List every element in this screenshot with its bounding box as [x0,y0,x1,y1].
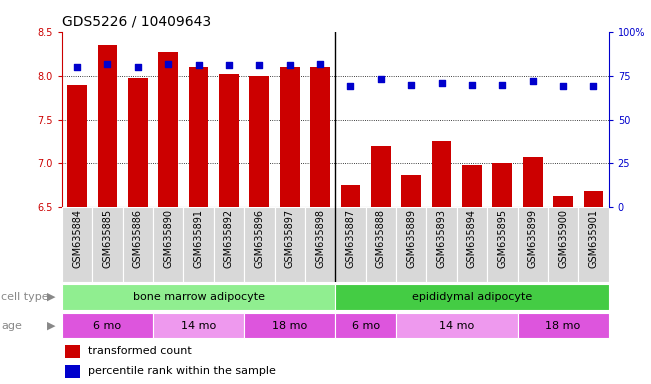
Bar [189,67,208,207]
FancyBboxPatch shape [122,207,153,282]
Point [345,83,355,89]
Bar [67,84,87,207]
Point [193,62,204,68]
Point [589,83,599,89]
Bar [249,76,270,207]
Text: GSM635886: GSM635886 [133,209,143,268]
Point [224,62,234,68]
Text: GSM635900: GSM635900 [558,209,568,268]
FancyBboxPatch shape [335,313,396,338]
Text: transformed count: transformed count [89,346,192,356]
FancyBboxPatch shape [62,284,335,310]
Text: GSM635888: GSM635888 [376,209,386,268]
Point [254,62,264,68]
Text: GSM635896: GSM635896 [255,209,264,268]
Text: epididymal adipocyte: epididymal adipocyte [412,292,532,302]
FancyBboxPatch shape [578,207,609,282]
Text: GSM635893: GSM635893 [437,209,447,268]
FancyBboxPatch shape [426,207,457,282]
Text: GSM635887: GSM635887 [346,209,355,268]
Text: 6 mo: 6 mo [352,321,380,331]
Bar [64,365,80,378]
FancyBboxPatch shape [62,313,153,338]
Point [467,81,477,88]
FancyBboxPatch shape [214,207,244,282]
Bar [280,67,299,207]
Bar [371,146,391,207]
Point [558,83,568,89]
Text: GSM635891: GSM635891 [193,209,204,268]
FancyBboxPatch shape [62,207,92,282]
Text: ▶: ▶ [47,292,55,302]
Bar [583,191,603,207]
Text: GSM635890: GSM635890 [163,209,173,268]
Point [133,64,143,70]
Text: 6 mo: 6 mo [93,321,122,331]
Bar [311,67,330,207]
Text: GSM635894: GSM635894 [467,209,477,268]
Point [102,61,113,67]
Text: GSM635898: GSM635898 [315,209,325,268]
Text: ▶: ▶ [47,321,55,331]
Text: 18 mo: 18 mo [272,321,307,331]
FancyBboxPatch shape [396,313,518,338]
Point [406,81,417,88]
Text: GDS5226 / 10409643: GDS5226 / 10409643 [62,15,211,28]
FancyBboxPatch shape [457,207,487,282]
FancyBboxPatch shape [92,207,122,282]
FancyBboxPatch shape [153,207,184,282]
Text: GSM635889: GSM635889 [406,209,416,268]
Bar [98,45,117,207]
FancyBboxPatch shape [305,207,335,282]
Bar [492,163,512,207]
Point [284,62,295,68]
Point [72,64,82,70]
Text: GSM635884: GSM635884 [72,209,82,268]
Point [163,61,173,67]
Text: GSM635885: GSM635885 [102,209,113,268]
Bar [219,74,239,207]
Bar [462,165,482,207]
Bar [432,141,452,207]
FancyBboxPatch shape [184,207,214,282]
Point [527,78,538,84]
Bar [158,52,178,207]
FancyBboxPatch shape [244,313,335,338]
Bar [523,157,542,207]
FancyBboxPatch shape [487,207,518,282]
FancyBboxPatch shape [518,313,609,338]
Text: 14 mo: 14 mo [439,321,475,331]
Bar [128,78,148,207]
FancyBboxPatch shape [366,207,396,282]
FancyBboxPatch shape [335,284,609,310]
Point [315,61,326,67]
Text: percentile rank within the sample: percentile rank within the sample [89,366,276,376]
FancyBboxPatch shape [335,207,366,282]
FancyBboxPatch shape [244,207,275,282]
Text: bone marrow adipocyte: bone marrow adipocyte [133,292,264,302]
Point [497,81,508,88]
Text: 14 mo: 14 mo [181,321,216,331]
Text: cell type: cell type [1,292,49,302]
Point [436,80,447,86]
FancyBboxPatch shape [548,207,578,282]
Point [376,76,386,83]
Bar [401,175,421,207]
Text: GSM635899: GSM635899 [528,209,538,268]
Text: GSM635901: GSM635901 [589,209,598,268]
Text: GSM635897: GSM635897 [284,209,295,268]
Bar [553,195,573,207]
Text: age: age [1,321,22,331]
Text: GSM635895: GSM635895 [497,209,507,268]
FancyBboxPatch shape [396,207,426,282]
FancyBboxPatch shape [518,207,548,282]
Bar [340,185,361,207]
FancyBboxPatch shape [275,207,305,282]
Text: 18 mo: 18 mo [546,321,581,331]
Bar [64,345,80,358]
FancyBboxPatch shape [153,313,244,338]
Text: GSM635892: GSM635892 [224,209,234,268]
